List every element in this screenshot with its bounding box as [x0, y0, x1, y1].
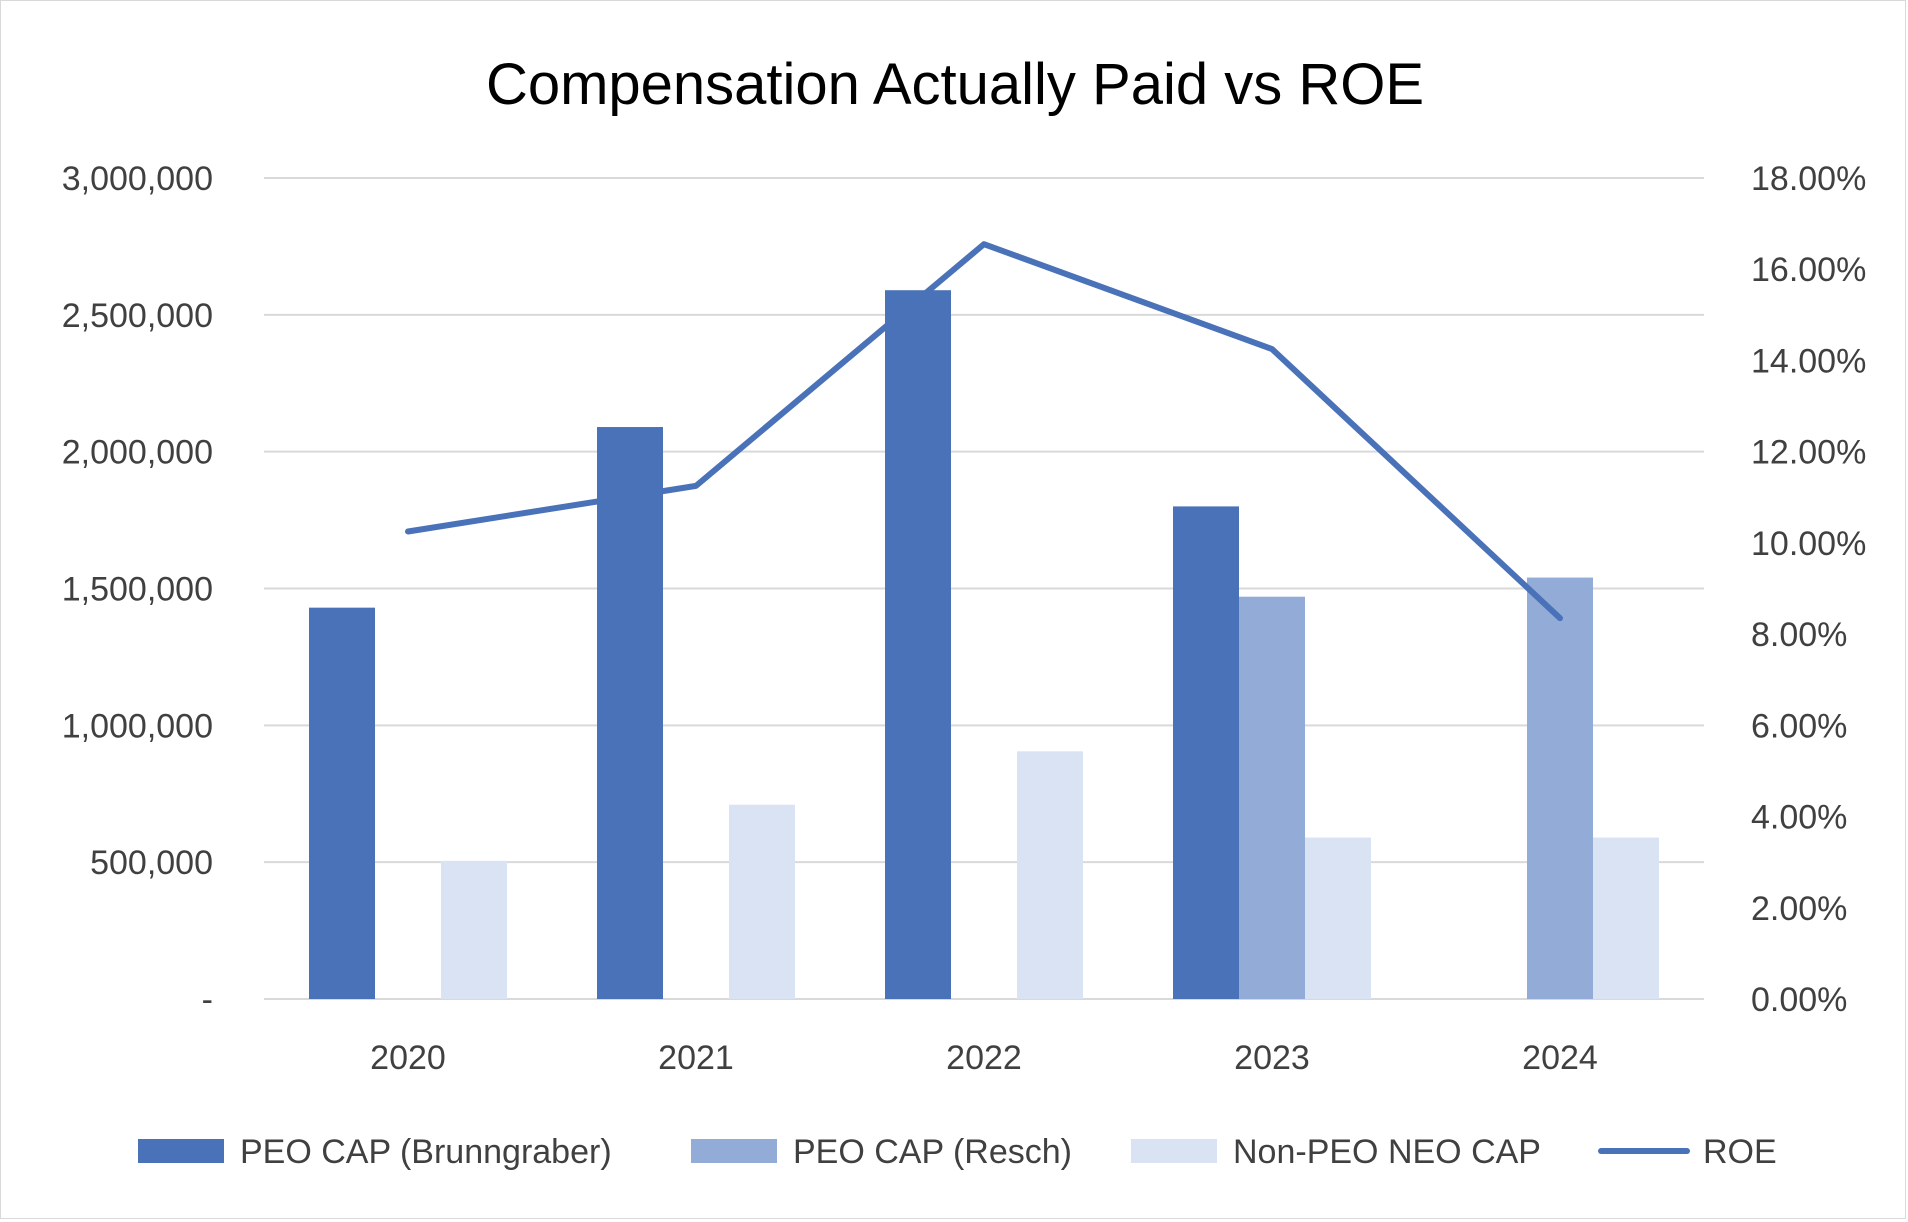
roe-point-2023 [1271, 348, 1273, 350]
chart-title: Compensation Actually Paid vs ROE [486, 52, 1424, 117]
right-tick-label: 0.00% [1751, 981, 1847, 1019]
x-tick-label: 2024 [1522, 1039, 1598, 1077]
right-tick-label: 2.00% [1751, 890, 1847, 928]
legend-label-peo-cap-resch: PEO CAP (Resch) [793, 1133, 1072, 1171]
bar-peo-cap-brunngraber-2023 [1173, 506, 1239, 999]
legend-label-peo-cap-brunngraber: PEO CAP (Brunngraber) [240, 1133, 612, 1171]
roe-point-2024 [1559, 617, 1561, 619]
left-axis: - 500,000 1,000,000 1,500,000 2,000,000 2,500… [62, 160, 213, 1019]
left-tick-label: 3,000,000 [62, 160, 213, 198]
right-tick-label: 4.00% [1751, 799, 1847, 837]
roe-line-group [405, 241, 1563, 622]
right-tick-label: 6.00% [1751, 707, 1847, 745]
legend: PEO CAP (Brunngraber) PEO CAP (Resch) Non-… [138, 1133, 1777, 1171]
bar-non-peo-neo-cap-2021 [729, 804, 795, 999]
right-tick-label: 10.00% [1751, 525, 1866, 563]
bar-peo-cap-resch-2024 [1527, 577, 1593, 999]
right-tick-label: 14.00% [1751, 342, 1866, 380]
left-tick-label: 1,000,000 [62, 707, 213, 745]
roe-point-2022 [983, 243, 985, 245]
x-tick-label: 2022 [946, 1039, 1022, 1077]
left-tick-label: 2,000,000 [62, 434, 213, 472]
left-tick-label: 1,500,000 [62, 571, 213, 609]
bar-non-peo-neo-cap-2023 [1305, 837, 1371, 999]
bars [309, 290, 1659, 1000]
bar-non-peo-neo-cap-2024 [1593, 837, 1659, 999]
right-tick-label: 12.00% [1751, 434, 1866, 472]
right-tick-label: 16.00% [1751, 251, 1866, 289]
legend-swatch-non-peo-neo-cap [1131, 1139, 1217, 1163]
bar-non-peo-neo-cap-2022 [1017, 751, 1083, 999]
legend-label-roe: ROE [1703, 1133, 1777, 1171]
bar-peo-cap-brunngraber-2022 [885, 290, 951, 999]
right-tick-label: 8.00% [1751, 616, 1847, 654]
x-tick-label: 2020 [370, 1039, 446, 1077]
bar-non-peo-neo-cap-2020 [441, 860, 507, 999]
bar-peo-cap-brunngraber-2021 [597, 427, 663, 1000]
left-tick-label: - [202, 981, 213, 1019]
legend-swatch-peo-cap-brunngraber [138, 1139, 224, 1163]
right-tick-label: 18.00% [1751, 160, 1866, 198]
left-tick-label: 2,500,000 [62, 297, 213, 335]
legend-swatch-peo-cap-resch [691, 1139, 777, 1163]
roe-point-2021 [695, 485, 697, 487]
roe-point-2020 [407, 530, 409, 532]
bar-peo-cap-resch-2023 [1239, 596, 1305, 999]
legend-label-non-peo-neo-cap: Non-PEO NEO CAP [1233, 1133, 1541, 1171]
x-tick-label: 2023 [1234, 1039, 1310, 1077]
x-axis: 2020 2021 2022 2023 2024 [370, 1039, 1598, 1077]
bar-peo-cap-brunngraber-2020 [309, 607, 375, 999]
x-tick-label: 2021 [658, 1039, 734, 1077]
right-axis: 0.00% 2.00% 4.00% 6.00% 8.00% 10.00% 12.00% 14.… [1751, 160, 1866, 1019]
left-tick-label: 500,000 [90, 844, 213, 882]
roe-line [405, 241, 1563, 622]
